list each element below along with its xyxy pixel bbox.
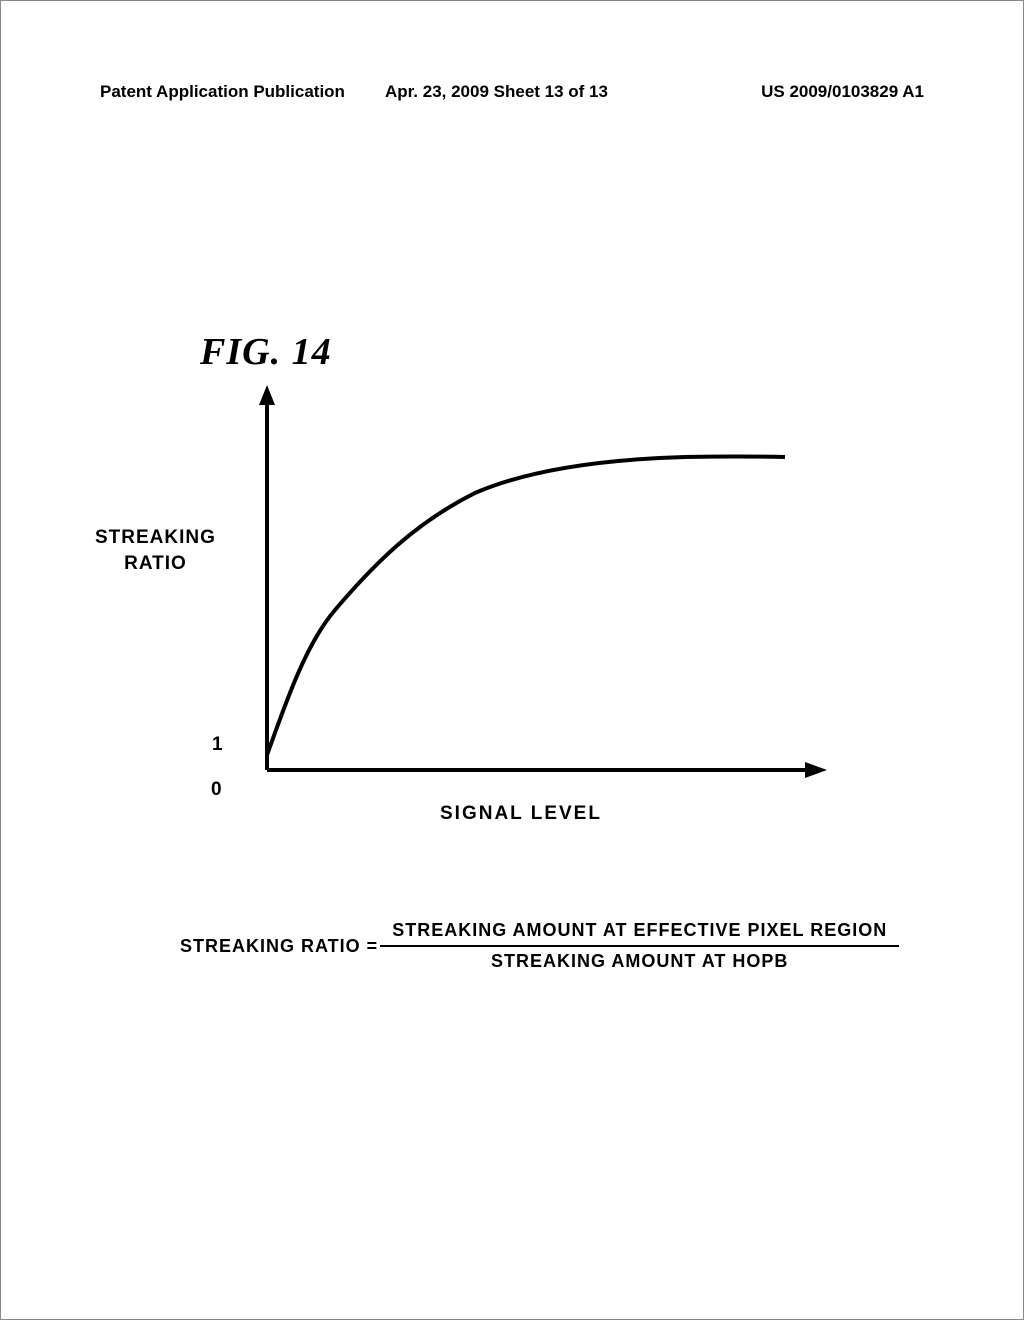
y-tick-1: 1: [212, 734, 223, 756]
streaking-ratio-equation: STREAKING RATIO = STREAKING AMOUNT AT EF…: [180, 920, 893, 972]
equation-numerator: STREAKING AMOUNT AT EFFECTIVE PIXEL REGI…: [386, 920, 893, 945]
y-axis-label-line2: RATIO: [124, 553, 187, 574]
y-axis-label-line1: STREAKING: [95, 527, 216, 548]
x-axis-label: SIGNAL LEVEL: [440, 803, 602, 825]
equation-fraction: STREAKING AMOUNT AT EFFECTIVE PIXEL REGI…: [386, 920, 893, 972]
y-axis-arrow-icon: [259, 385, 275, 405]
header-date-sheet: Apr. 23, 2009 Sheet 13 of 13: [345, 82, 761, 102]
header-patent-number: US 2009/0103829 A1: [761, 82, 924, 102]
equation-denominator: STREAKING AMOUNT AT HOPB: [380, 945, 899, 972]
curve-line: [267, 457, 785, 755]
y-axis-label: STREAKING RATIO: [95, 525, 216, 576]
page-header: Patent Application Publication Apr. 23, …: [100, 82, 924, 102]
x-axis-arrow-icon: [805, 762, 827, 778]
figure-title: FIG. 14: [200, 330, 332, 374]
streaking-ratio-chart: [235, 385, 835, 800]
y-tick-0: 0: [211, 779, 222, 801]
equation-lhs: STREAKING RATIO =: [180, 936, 386, 957]
header-publication: Patent Application Publication: [100, 82, 345, 102]
